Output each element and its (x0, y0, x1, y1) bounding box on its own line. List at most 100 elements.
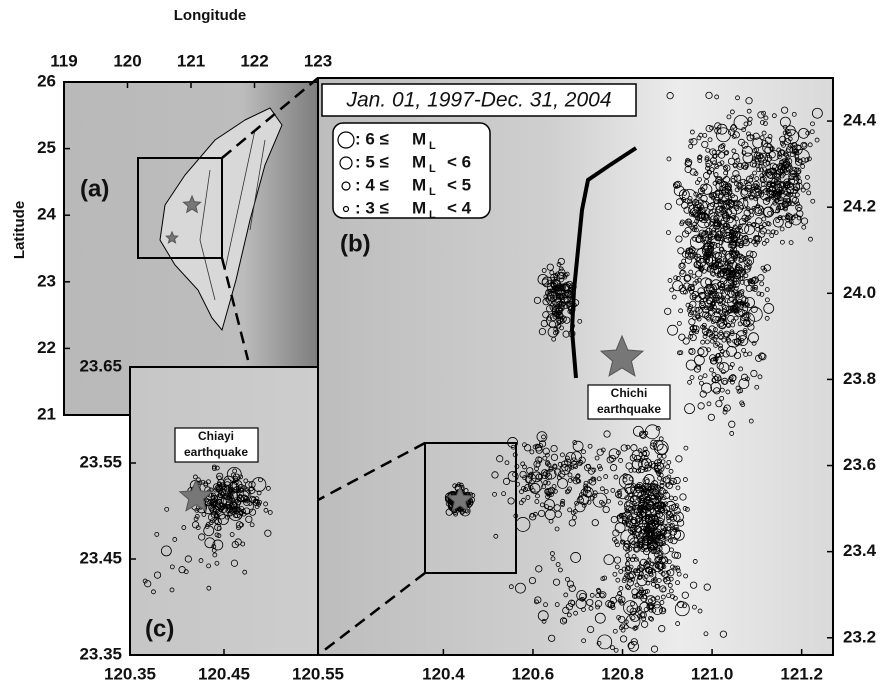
quake (722, 379, 728, 385)
quake (233, 510, 241, 519)
quake (602, 505, 610, 514)
quake (652, 439, 664, 451)
quake (267, 510, 273, 515)
quake (678, 333, 686, 341)
x-tick-label: 120.4 (422, 664, 465, 683)
quake (577, 318, 583, 324)
quake (568, 584, 576, 592)
quake (212, 497, 218, 503)
quake (709, 167, 715, 172)
quake (545, 480, 551, 486)
quake (236, 525, 241, 531)
quake (714, 122, 722, 130)
quake (693, 171, 699, 176)
quake (564, 289, 572, 297)
quake (628, 492, 634, 498)
quake (544, 296, 550, 302)
quake (675, 485, 681, 491)
quake (581, 502, 587, 508)
quake (679, 269, 685, 275)
quake (675, 565, 681, 571)
quake (762, 121, 768, 126)
quake (710, 312, 722, 324)
quake (741, 214, 749, 222)
quake (738, 258, 744, 264)
quake (715, 296, 724, 304)
quake (688, 269, 694, 275)
quake (684, 506, 690, 512)
quake (540, 319, 548, 328)
quake (720, 230, 728, 238)
y-tick-label: 24 (37, 205, 56, 224)
quake (763, 115, 769, 121)
quake (710, 301, 716, 307)
quake (662, 491, 671, 500)
quake (734, 216, 739, 222)
x-tick-label: 121 (177, 51, 205, 70)
quake (594, 600, 603, 608)
quake (688, 334, 693, 339)
quake (249, 495, 257, 504)
quake (723, 267, 732, 275)
quake (690, 138, 698, 146)
quake (773, 230, 779, 235)
quake (793, 186, 799, 192)
quake (783, 163, 791, 172)
quake (697, 402, 705, 410)
quake (706, 202, 715, 211)
quake (723, 170, 729, 176)
legend-symbol (339, 156, 353, 170)
quake (655, 561, 663, 569)
quake (675, 621, 681, 626)
quake (595, 604, 601, 610)
quake (694, 295, 702, 303)
quake (192, 474, 198, 480)
quake (625, 522, 631, 528)
quake (683, 477, 688, 482)
quake (649, 616, 654, 622)
quake (538, 328, 547, 336)
quake (239, 522, 244, 528)
quake (744, 163, 750, 169)
quake (636, 507, 648, 519)
quake (591, 476, 597, 482)
quake (754, 235, 759, 241)
quake (722, 176, 731, 184)
quake (714, 252, 723, 260)
quake (709, 157, 718, 165)
quake (746, 250, 754, 258)
quake (673, 476, 681, 485)
quake (532, 444, 538, 450)
quake (668, 523, 674, 529)
quake (781, 200, 790, 209)
quake (707, 236, 713, 242)
quake (702, 311, 710, 319)
quake (811, 107, 823, 119)
quake (729, 267, 735, 273)
quake (586, 598, 594, 607)
quake (670, 564, 675, 570)
quake (691, 209, 699, 217)
quake (537, 610, 549, 622)
quake (751, 276, 759, 284)
quake (661, 587, 667, 593)
quake (729, 248, 735, 254)
quake (701, 184, 713, 195)
quake (761, 240, 767, 246)
quake (615, 542, 620, 548)
quake (547, 316, 552, 322)
quake (771, 113, 777, 119)
quake (658, 550, 664, 556)
quake (692, 236, 698, 242)
quake (814, 137, 820, 143)
quake (566, 612, 572, 618)
quake (745, 319, 751, 325)
quake (249, 522, 255, 528)
quake (709, 367, 715, 373)
quake (566, 292, 572, 298)
quake (757, 189, 763, 195)
quake (746, 221, 752, 227)
quake (688, 247, 694, 253)
quake (528, 474, 533, 479)
